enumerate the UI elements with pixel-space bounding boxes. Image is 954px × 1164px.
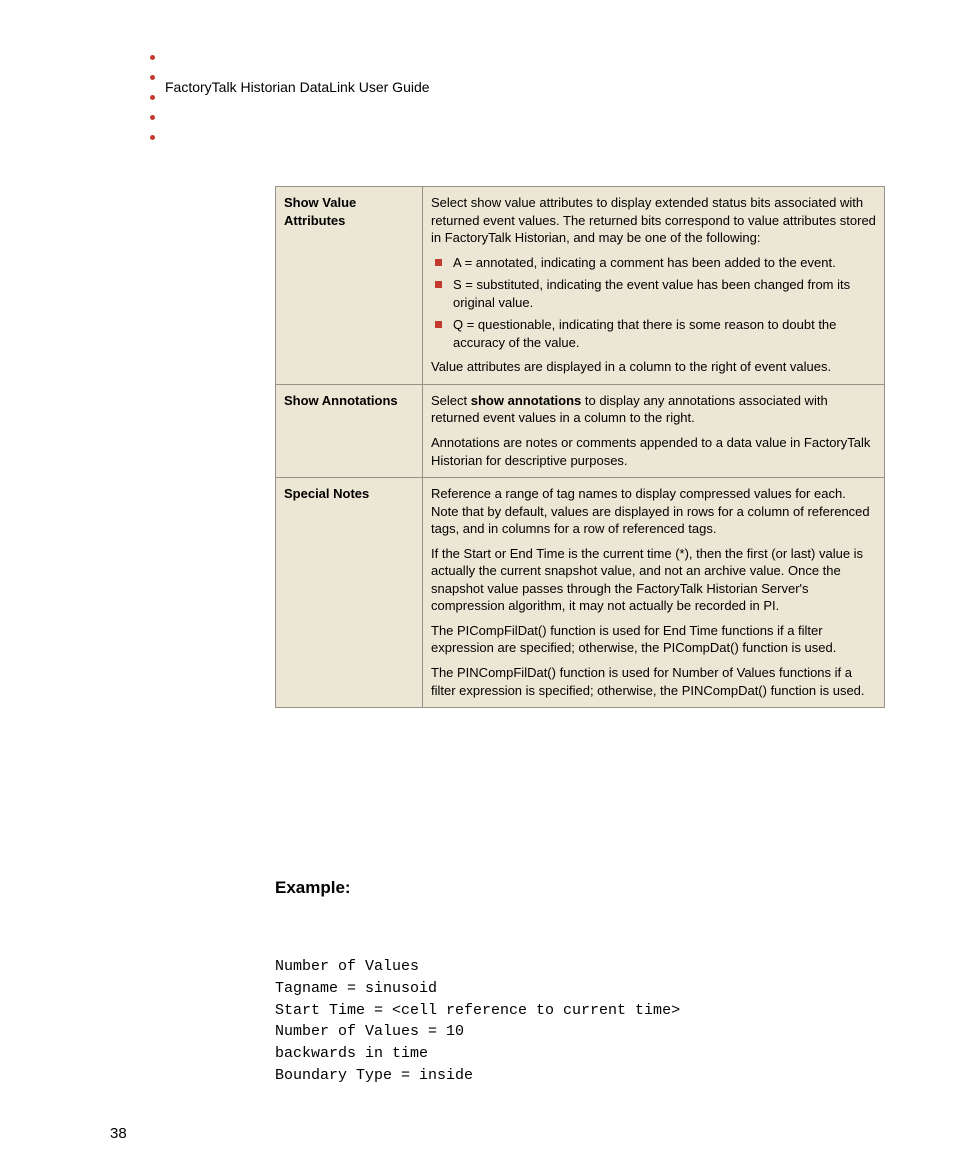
row-label: Show Annotations [276, 384, 423, 477]
list-item: Q = questionable, indicating that there … [449, 316, 876, 351]
dot-icon [150, 115, 155, 120]
row-content: Select show value attributes to display … [423, 187, 885, 385]
code-line: Number of Values = 10 [275, 1023, 464, 1040]
paragraph: The PICompFilDat() function is used for … [431, 622, 876, 657]
bold-text: show annotations [471, 393, 582, 408]
code-line: Number of Values [275, 958, 419, 975]
paragraph: Value attributes are displayed in a colu… [431, 358, 876, 376]
dot-icon [150, 75, 155, 80]
list-item: S = substituted, indicating the event va… [449, 276, 876, 311]
paragraph: Select show value attributes to display … [431, 194, 876, 247]
table-row: Special Notes Reference a range of tag n… [276, 478, 885, 708]
row-label: Special Notes [276, 478, 423, 708]
example-code-block: Number of Values Tagname = sinusoid Star… [275, 956, 680, 1087]
list-item: A = annotated, indicating a comment has … [449, 254, 876, 272]
code-line: Boundary Type = inside [275, 1067, 473, 1084]
document-header-title: FactoryTalk Historian DataLink User Guid… [165, 79, 430, 95]
paragraph: Reference a range of tag names to displa… [431, 485, 876, 538]
row-label: Show Value Attributes [276, 187, 423, 385]
attributes-table: Show Value Attributes Select show value … [275, 186, 885, 708]
table-row: Show Annotations Select show annotations… [276, 384, 885, 477]
code-line: Start Time = <cell reference to current … [275, 1002, 680, 1019]
paragraph: Annotations are notes or comments append… [431, 434, 876, 469]
paragraph: If the Start or End Time is the current … [431, 545, 876, 615]
document-page: FactoryTalk Historian DataLink User Guid… [0, 0, 954, 1164]
dot-icon [150, 135, 155, 140]
dot-icon [150, 95, 155, 100]
row-content: Select show annotations to display any a… [423, 384, 885, 477]
dot-icon [150, 55, 155, 60]
row-content: Reference a range of tag names to displa… [423, 478, 885, 708]
code-line: Tagname = sinusoid [275, 980, 437, 997]
table-row: Show Value Attributes Select show value … [276, 187, 885, 385]
paragraph: The PINCompFilDat() function is used for… [431, 664, 876, 699]
example-heading: Example: [275, 878, 351, 898]
decorative-dots [150, 55, 155, 155]
paragraph: Select show annotations to display any a… [431, 392, 876, 427]
page-number: 38 [110, 1125, 127, 1142]
bullet-list: A = annotated, indicating a comment has … [431, 254, 876, 352]
code-line: backwards in time [275, 1045, 428, 1062]
text-span: Select [431, 393, 471, 408]
